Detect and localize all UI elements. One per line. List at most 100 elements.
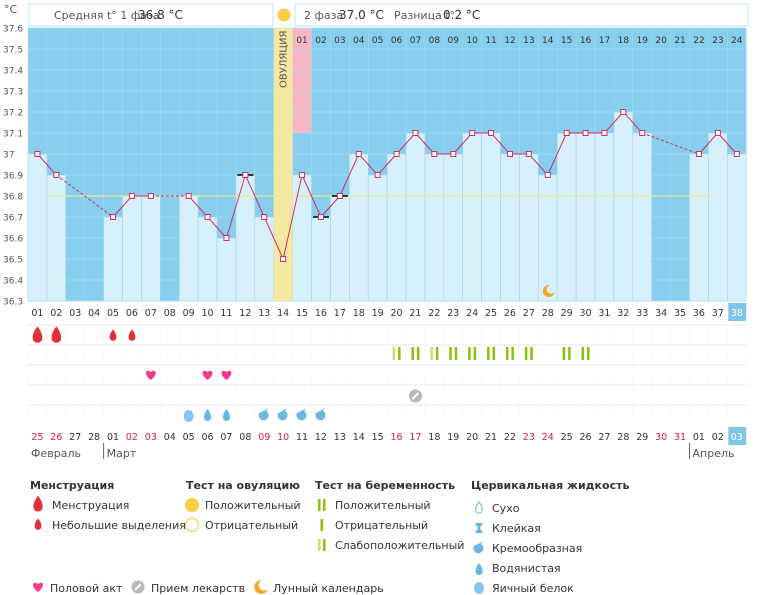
header-phase1-label: Средняя t° 1 фаза [54,9,160,22]
temp-line-segment [377,153,397,176]
cycle-day-label: 21 [409,308,421,319]
pregnancy-test-icon [473,347,477,360]
temp-bar [708,132,728,302]
pregnancy-test-icon [581,347,585,360]
watery-icon [203,409,212,421]
temp-line-segment [415,132,435,155]
calendar-date-label: 08 [239,432,251,443]
cycle-day-label: 05 [107,308,119,319]
calendar-date-label: 27 [69,432,81,443]
temp-point [280,256,287,262]
temp-bar [481,132,501,302]
calendar-date-label: 14 [353,432,365,443]
temp-point [639,130,646,136]
pill-stripe [411,392,420,400]
heart-icon [221,370,232,380]
calendar-date-label: 26 [580,432,592,443]
calendar-date-label: 27 [598,432,610,443]
temp-point [450,151,457,157]
cycle-day-label: 09 [183,308,195,319]
temp-point [582,130,589,136]
temp-line-segment [188,195,208,218]
legend-ovulation-positive: Положительный [205,499,301,512]
temp-line-segment [225,174,246,239]
temp-bar [594,132,615,302]
header-phase1-value: 36.8 °C [138,8,183,22]
creamy-icon [296,408,307,421]
cycle-day-label: 29 [561,308,573,319]
y-tick-label: 36.3 [3,298,23,308]
temp-point [147,193,154,199]
temp-point [110,214,117,220]
temp-point [185,193,192,199]
preg-weak-icon [318,539,321,551]
calendar-date-label: 28 [88,432,100,443]
egg-white-icon [183,410,194,422]
calendar-date-label: 28 [617,432,629,443]
temp-point [242,172,249,178]
pregnancy-test-icon [568,347,571,360]
cycle-day-label: 38 [731,308,743,319]
temp-line-segment [604,111,624,134]
temp-bar [254,216,275,302]
pregnancy-test-icon [562,347,566,360]
y-tick-label: 37 [3,151,14,161]
cycle-day-label: 23 [447,308,459,319]
menstruation-drop-icon [51,326,62,343]
phase2-day-label: 17 [599,36,610,46]
cycle-day-label: 15 [296,308,308,319]
pregnancy-test-icon [511,347,514,360]
calendar-date-label: 24 [542,432,554,443]
menstruation-drop-icon [32,326,43,343]
legend-medication: Прием лекарств [151,582,245,595]
preg-negative-icon [320,519,323,531]
moon-legend-icon [254,579,268,594]
y-tick-label: 37.3 [3,88,23,98]
temp-bar [500,153,520,302]
pregnancy-test-icon [530,347,533,360]
dry-icon [475,501,483,514]
intercourse-legend-icon [33,582,43,592]
temp-bar [330,195,350,302]
cycle-day-label: 27 [523,308,535,319]
calendar-date-label: 13 [334,432,346,443]
menstruation-icon [33,495,43,512]
cycle-day-label: 18 [353,308,365,319]
temp-bar [292,174,312,302]
temp-bar [367,174,388,302]
temp-point [714,130,721,136]
today-date-box [728,427,747,445]
cycle-day-label: 08 [164,308,176,319]
legend-menstruation-item: Менструация [52,499,129,512]
cycle-day-label: 22 [428,308,440,319]
preg-positive-icon-b [323,499,326,511]
phase2-day-label: 21 [674,36,685,46]
temp-bar [726,153,747,302]
header-phase2-box [294,3,749,27]
temp-point [299,172,306,178]
phase2-day-label: 18 [618,36,630,46]
cycle-day-label: 28 [542,308,554,319]
legend-ovulation-title: Тест на овуляцию [186,479,300,492]
y-tick-label: 36.8 [3,193,23,203]
pregnancy-test-icon [487,347,490,360]
calendar-date-label: 30 [655,432,667,443]
temp-point [53,172,60,178]
pregnancy-test-icon [411,347,414,360]
temp-bar [689,153,709,302]
phase2-day-label: 16 [580,36,592,46]
cycle-day-label: 03 [69,308,81,319]
y-tick-label: 36.7 [3,214,23,224]
pregnancy-test-icon [492,347,496,360]
legend-cervical-watery: Водянистая [492,562,561,575]
cycle-day-label: 14 [277,308,289,319]
sticky-icon [475,523,483,533]
calendar-date-label: 03 [731,432,743,443]
header-diff-value: 0.2 °C [443,8,480,22]
pregnancy-test-icon [430,347,433,360]
temp-point [204,214,211,220]
phase2-day-label: 01 [296,36,307,46]
temp-bar [575,132,596,302]
cycle-day-label: 07 [145,308,157,319]
